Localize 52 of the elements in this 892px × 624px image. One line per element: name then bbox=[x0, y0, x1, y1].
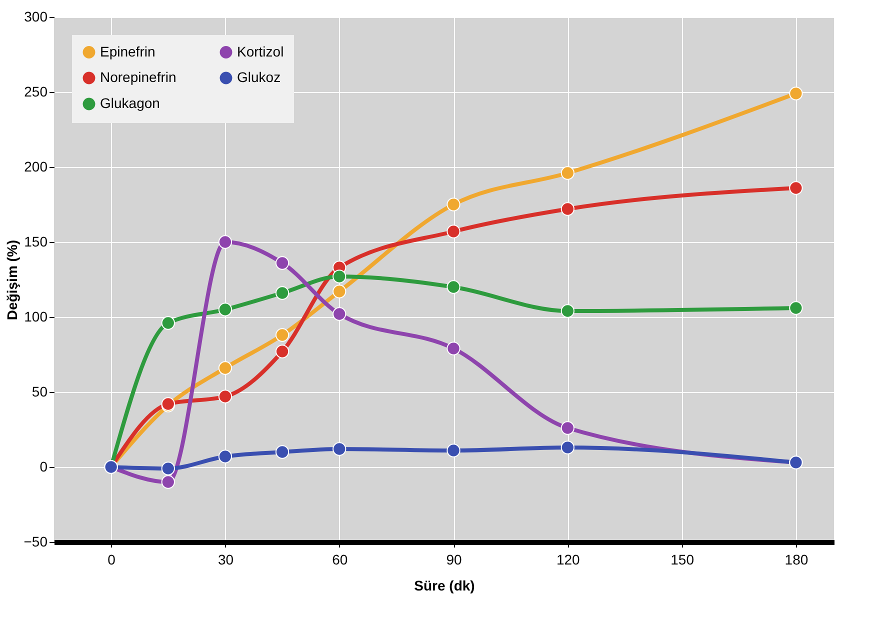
point bbox=[446, 198, 460, 212]
point bbox=[560, 421, 574, 435]
point bbox=[161, 475, 175, 489]
point bbox=[446, 342, 460, 356]
point bbox=[789, 86, 803, 100]
y-tick-label: 250 bbox=[24, 84, 48, 100]
point bbox=[218, 450, 232, 464]
legend-label: Norepinefrin bbox=[100, 69, 176, 85]
x-tick-label: 120 bbox=[556, 552, 580, 568]
point bbox=[446, 444, 460, 458]
x-tick-label: 60 bbox=[332, 552, 348, 568]
y-tick-label: 100 bbox=[24, 308, 48, 324]
x-tick-label: 30 bbox=[218, 552, 234, 568]
x-tick-label: 90 bbox=[446, 552, 462, 568]
point bbox=[275, 445, 290, 459]
legend-label: Epinefrin bbox=[100, 43, 156, 60]
point bbox=[560, 166, 574, 180]
x-axis-title: Süre (dk) bbox=[414, 578, 475, 594]
point bbox=[275, 286, 290, 300]
y-tick-label: −50 bbox=[24, 534, 48, 550]
point bbox=[218, 235, 232, 249]
point bbox=[446, 280, 460, 294]
point bbox=[275, 256, 290, 270]
y-tick-label: 300 bbox=[24, 8, 48, 24]
y-tick-label: 150 bbox=[24, 234, 48, 250]
point bbox=[560, 440, 574, 454]
point bbox=[218, 361, 232, 375]
point bbox=[332, 284, 346, 298]
y-tick-label: 200 bbox=[24, 158, 48, 174]
point bbox=[332, 270, 346, 284]
point bbox=[332, 307, 346, 321]
y-axis-title: Değişim (%) bbox=[4, 240, 20, 320]
point bbox=[560, 202, 574, 216]
point bbox=[789, 181, 803, 195]
x-tick-label: 0 bbox=[108, 552, 116, 568]
point bbox=[161, 462, 175, 476]
point bbox=[218, 390, 232, 404]
point bbox=[332, 442, 346, 456]
point bbox=[275, 344, 290, 358]
x-tick-label: 180 bbox=[784, 552, 808, 568]
legend-label: Kortizol bbox=[237, 43, 284, 60]
y-tick-label: 50 bbox=[32, 384, 48, 400]
legend-label: Glukoz bbox=[237, 69, 281, 85]
point bbox=[275, 328, 290, 342]
point bbox=[789, 301, 803, 315]
point bbox=[446, 224, 460, 238]
point bbox=[218, 302, 232, 316]
y-tick-label: 0 bbox=[40, 458, 48, 474]
point bbox=[560, 304, 574, 318]
x-tick-label: 150 bbox=[670, 552, 694, 568]
legend-label: Glukagon bbox=[100, 95, 160, 111]
point bbox=[161, 316, 175, 330]
